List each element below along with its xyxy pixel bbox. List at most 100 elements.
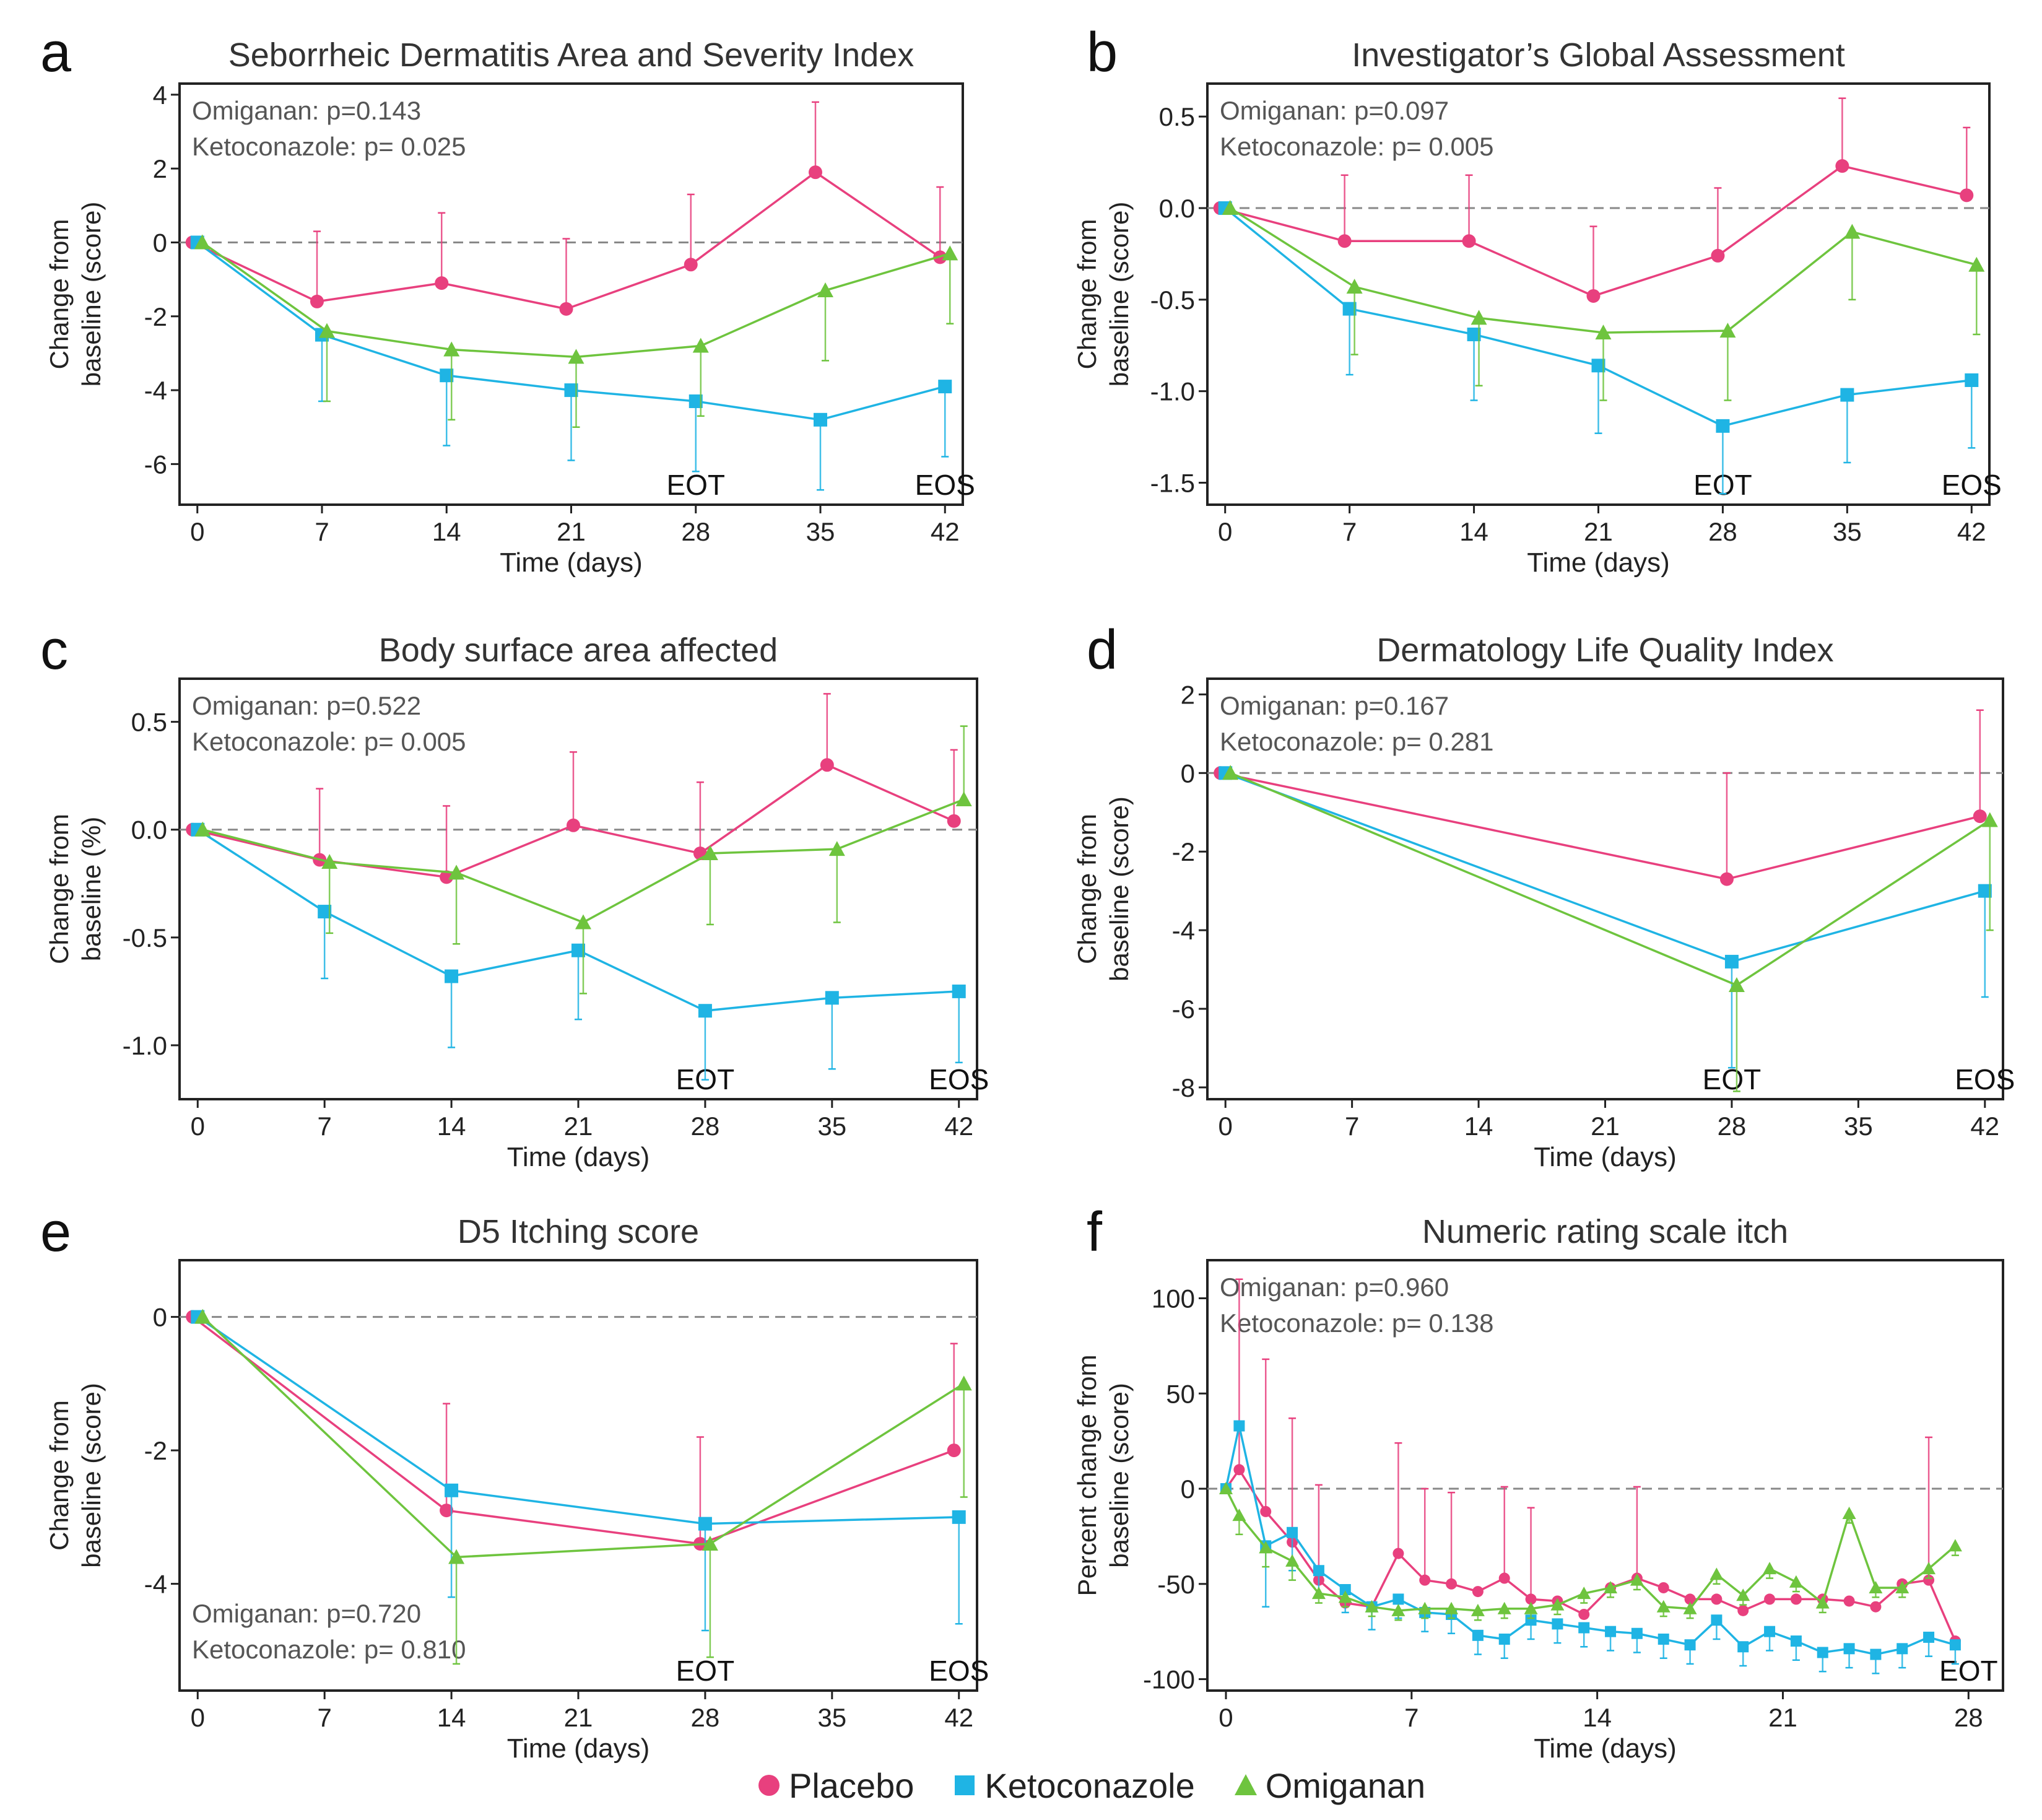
y-tick-label: -4 (144, 1570, 167, 1599)
omiganan-marker-icon (1234, 1774, 1257, 1795)
data-point (1896, 1643, 1908, 1655)
x-tick-label: 0 (191, 1112, 205, 1141)
x-tick-label: 0 (190, 517, 204, 546)
legend-label-ketoconazole: Ketoconazole (984, 1766, 1195, 1805)
data-point (1525, 1593, 1537, 1605)
data-point (1630, 1573, 1644, 1586)
y-axis-label: Change from baseline (score) (45, 202, 106, 387)
data-point (1711, 1593, 1723, 1605)
x-tick-label: 28 (1954, 1703, 1983, 1732)
panel-letter: e (40, 1201, 71, 1263)
x-tick-label: 42 (944, 1703, 973, 1732)
series-placebo (1220, 1278, 1961, 1647)
y-axis-label-line: Change from (45, 814, 74, 964)
data-point (1790, 1593, 1802, 1605)
y-axis-label-line: baseline (score) (1105, 202, 1134, 387)
p-value-label: Ketoconazole: p= 0.005 (1220, 132, 1494, 161)
data-point (947, 1443, 961, 1458)
data-point (1311, 1587, 1326, 1600)
data-point (1737, 1604, 1749, 1616)
data-point (684, 258, 698, 272)
x-tick-label: 0 (191, 1703, 205, 1732)
x-tick-label: 35 (1833, 517, 1862, 546)
y-tick-label: 0.5 (1159, 102, 1195, 131)
series-line-omiganan (1225, 1488, 1957, 1612)
data-point (1870, 1648, 1882, 1660)
data-point (1497, 1601, 1511, 1614)
x-axis-label: Time (days) (507, 1142, 650, 1172)
timepoint-marker-eot: EOT (676, 1655, 735, 1687)
p-value-label: Ketoconazole: p= 0.810 (192, 1635, 466, 1664)
timepoint-marker-eot: EOT (1703, 1063, 1762, 1095)
data-point (1736, 1588, 1750, 1601)
chart-title: Investigator’s Global Assessment (1352, 37, 1844, 74)
data-point (1948, 1539, 1962, 1552)
x-axis-label: Time (days) (1527, 547, 1670, 578)
data-point (445, 1483, 459, 1497)
x-tick-label: 35 (806, 517, 835, 546)
chart-title: Seborrheic Dermatitis Area and Severity … (228, 37, 915, 74)
data-point (194, 1308, 211, 1324)
data-point (1498, 1633, 1510, 1645)
series-ketoconazole (191, 822, 966, 1081)
data-point (1968, 256, 1985, 272)
panel-f: f Numeric rating scale itch 100 50 0 -50 -100 0… (1072, 1201, 2004, 1764)
series-omiganan (1219, 1482, 1962, 1621)
data-point (1895, 1580, 1909, 1593)
p-value-label: Omiganan: p=0.960 (1220, 1273, 1449, 1302)
data-point (194, 234, 211, 250)
y-tick-label: -2 (144, 1436, 167, 1465)
series-omiganan (194, 1308, 972, 1665)
data-point (1657, 1633, 1669, 1645)
data-point (559, 302, 573, 316)
y-tick-label: -8 (1172, 1073, 1195, 1102)
x-tick-label: 28 (1708, 517, 1737, 546)
data-point (448, 1549, 465, 1564)
panel-b: b Investigator’s Global Assessment 0.5 0.0 -… (1072, 22, 2002, 578)
x-tick-label: 14 (1459, 517, 1488, 546)
data-point (1260, 1505, 1272, 1517)
x-tick-label: 21 (1768, 1703, 1797, 1732)
data-point (1684, 1593, 1696, 1605)
y-axis-label-line: Percent change from (1072, 1355, 1101, 1596)
panel-letter: b (1087, 22, 1118, 84)
data-point (1342, 302, 1357, 316)
data-point (1923, 1631, 1935, 1643)
x-tick-label: 42 (1970, 1112, 1999, 1141)
data-point (1552, 1618, 1563, 1630)
data-point (1981, 812, 1998, 827)
placebo-marker-icon (758, 1775, 780, 1796)
p-value-label: Ketoconazole: p= 0.138 (1220, 1308, 1494, 1338)
y-tick-label: -50 (1157, 1570, 1195, 1599)
p-value-label: Omiganan: p=0.720 (192, 1599, 421, 1628)
data-point (321, 853, 338, 869)
data-point (1656, 1600, 1671, 1613)
x-tick-label: 14 (432, 517, 461, 546)
data-point (1498, 1572, 1510, 1584)
data-point (1287, 1526, 1298, 1538)
data-point (1232, 1509, 1246, 1522)
y-tick-label: 0.5 (131, 708, 167, 737)
y-tick-label: 0 (153, 228, 167, 257)
data-point (1259, 1541, 1273, 1554)
data-point (1710, 1567, 1724, 1580)
panel-e: e D5 Itching score 0 -2 -4 0 7 14 21 28 35 42 Time (… (40, 1201, 989, 1764)
timepoint-marker-eos: EOS (929, 1655, 989, 1687)
y-tick-label: -4 (1172, 916, 1195, 945)
data-point (1870, 1601, 1882, 1613)
data-point (1790, 1635, 1802, 1647)
data-point (1631, 1627, 1643, 1639)
y-axis-label-line: Change from (45, 219, 74, 370)
data-point (1365, 1600, 1379, 1613)
data-point (1923, 1574, 1935, 1586)
y-axis-label-line: baseline (score) (77, 202, 106, 387)
y-tick-label: -4 (144, 376, 167, 405)
data-point (1719, 872, 1734, 886)
data-point (1869, 1580, 1883, 1593)
y-tick-label: 50 (1166, 1379, 1195, 1408)
series-ketoconazole (1218, 201, 1979, 495)
data-point (820, 758, 834, 772)
data-point (1550, 1598, 1565, 1611)
data-point (567, 818, 580, 832)
